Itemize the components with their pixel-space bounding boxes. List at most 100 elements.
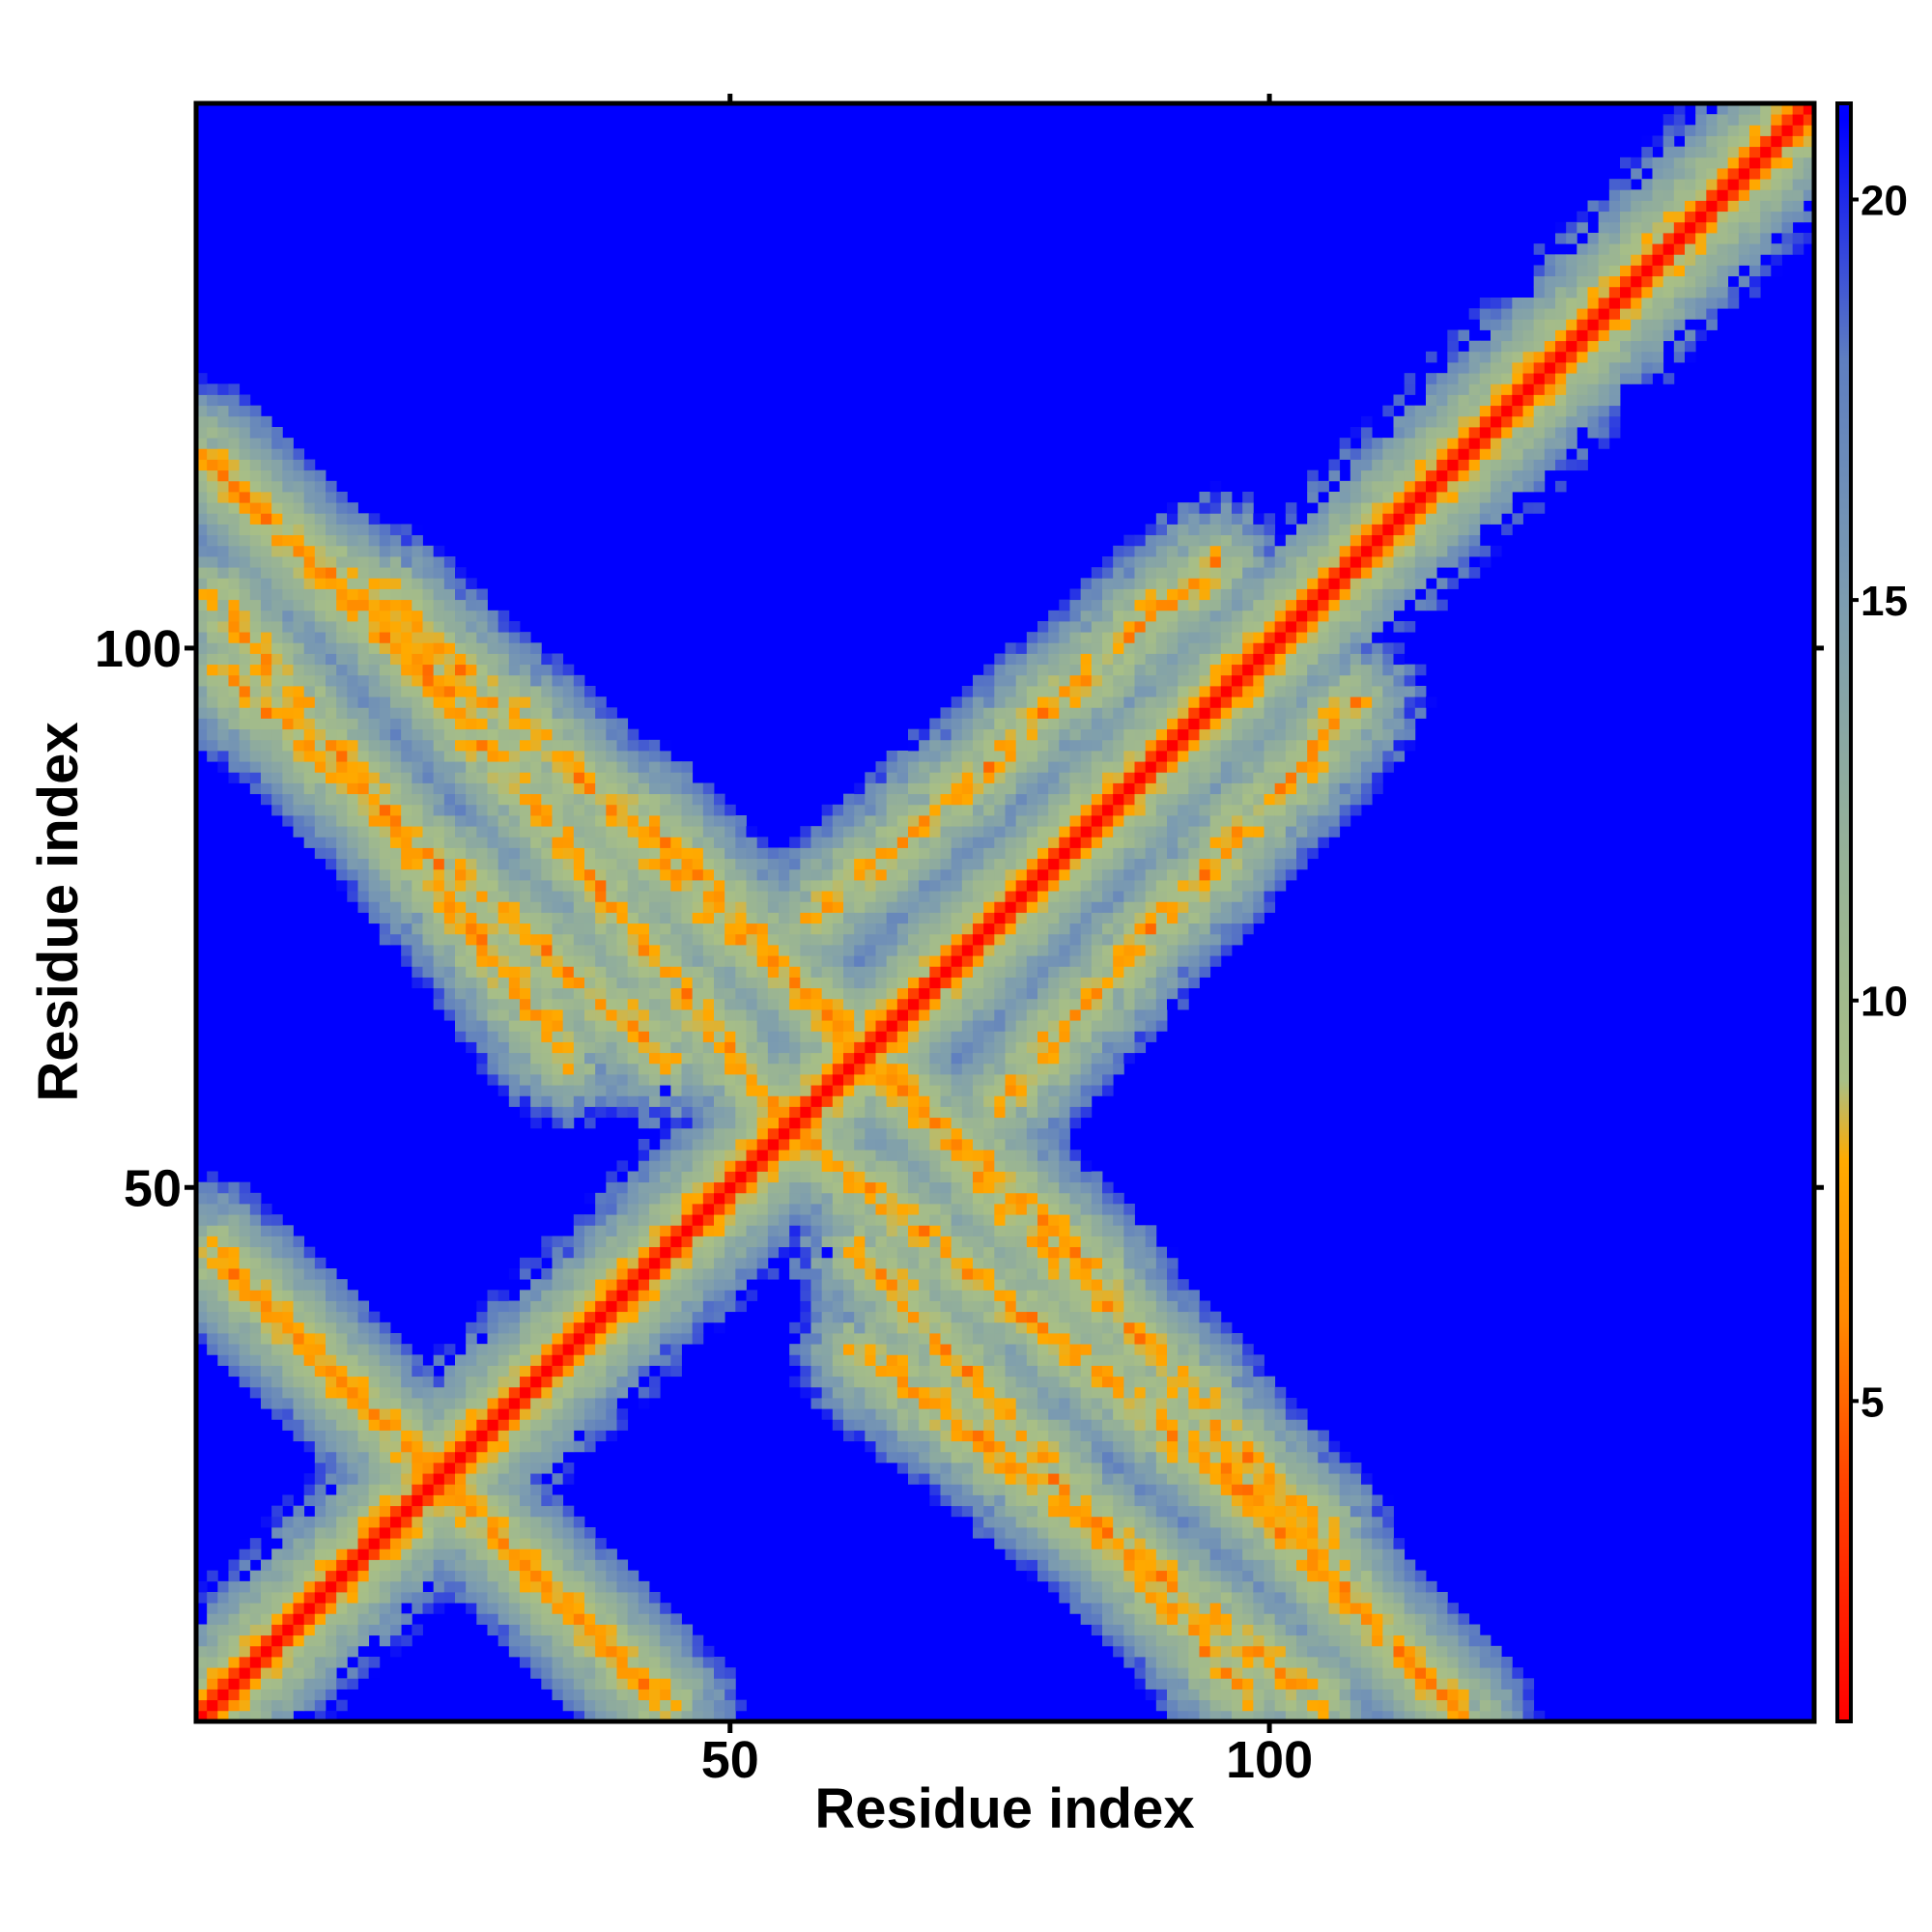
- heatmap-cell: [314, 782, 327, 795]
- heatmap-cell: [896, 1451, 909, 1463]
- heatmap-cell: [455, 793, 467, 806]
- heatmap-cell: [627, 1580, 639, 1593]
- heatmap-cell: [670, 912, 682, 924]
- heatmap-cell: [595, 1311, 607, 1323]
- heatmap-cell: [293, 492, 305, 503]
- heatmap-cell: [973, 912, 984, 924]
- heatmap-cell: [401, 1527, 412, 1539]
- heatmap-cell: [649, 761, 661, 773]
- heatmap-cell: [422, 891, 435, 902]
- heatmap-cell: [940, 1333, 952, 1345]
- heatmap-cell: [282, 751, 294, 762]
- heatmap-cell: [940, 945, 952, 956]
- heatmap-cell: [606, 1181, 617, 1194]
- heatmap-cell: [217, 1268, 229, 1280]
- heatmap-cell: [357, 1430, 370, 1442]
- heatmap-cell: [379, 837, 391, 848]
- heatmap-cell: [595, 987, 607, 1000]
- heatmap-cell: [767, 1074, 780, 1086]
- heatmap-cell: [282, 793, 294, 806]
- heatmap-cell: [261, 1580, 272, 1593]
- heatmap-cell: [357, 793, 370, 806]
- heatmap-cell: [261, 588, 272, 601]
- heatmap-cell: [293, 1699, 305, 1712]
- heatmap-cell: [228, 578, 241, 589]
- heatmap-cell: [261, 1365, 272, 1378]
- heatmap-cell: [919, 1473, 930, 1485]
- heatmap-cell: [961, 1376, 974, 1388]
- heatmap-cell: [476, 901, 488, 913]
- heatmap-cell: [207, 1204, 218, 1215]
- heatmap-cell: [293, 1311, 305, 1323]
- heatmap-cell: [681, 966, 694, 978]
- heatmap-cell: [207, 1645, 218, 1658]
- heatmap-cell: [466, 599, 477, 611]
- heatmap-cell: [660, 1095, 671, 1107]
- heatmap-cell: [973, 1106, 984, 1119]
- heatmap-cell: [368, 804, 381, 816]
- heatmap-cell: [336, 1657, 348, 1668]
- heatmap-cell: [627, 977, 639, 989]
- heatmap-cell: [390, 923, 402, 935]
- heatmap-cell: [951, 1354, 963, 1366]
- heatmap-cell: [541, 761, 553, 773]
- heatmap-cell: [314, 653, 327, 666]
- heatmap-cell: [919, 1150, 930, 1161]
- heatmap-cell: [562, 1634, 575, 1647]
- heatmap-cell: [422, 718, 435, 730]
- heatmap-cell: [746, 977, 758, 989]
- heatmap-cell: [616, 880, 629, 892]
- heatmap-cell: [714, 1041, 725, 1054]
- heatmap-cell: [767, 1225, 780, 1236]
- heatmap-cell: [497, 987, 510, 1000]
- heatmap-cell: [271, 1678, 283, 1690]
- heatmap-cell: [326, 1386, 337, 1399]
- heatmap-cell: [627, 847, 639, 860]
- heatmap-cell: [271, 804, 283, 816]
- heatmap-cell: [595, 793, 607, 806]
- heatmap-cell: [627, 826, 639, 838]
- heatmap-cell: [466, 891, 477, 902]
- heatmap-cell: [508, 901, 521, 913]
- heatmap-cell: [746, 933, 758, 946]
- heatmap-cell: [821, 923, 834, 935]
- heatmap-cell: [843, 815, 855, 827]
- heatmap-cell: [422, 632, 435, 643]
- heatmap-cell: [466, 1440, 477, 1453]
- heatmap-cell: [433, 782, 445, 795]
- heatmap-cell: [422, 815, 435, 827]
- heatmap-cell: [530, 739, 542, 752]
- heatmap-cell: [552, 858, 564, 870]
- heatmap-cell: [573, 1678, 585, 1690]
- heatmap-cell: [821, 837, 834, 848]
- heatmap-cell: [401, 1494, 412, 1507]
- heatmap-cell: [293, 1333, 305, 1345]
- heatmap-cell: [466, 1386, 477, 1399]
- heatmap-cell: [584, 1527, 596, 1539]
- heatmap-cell: [854, 1333, 866, 1345]
- heatmap-cell: [702, 1214, 715, 1226]
- heatmap-cell: [271, 1300, 283, 1313]
- heatmap-cell: [616, 1300, 629, 1313]
- heatmap-cell: [487, 987, 499, 1000]
- heatmap-cell: [476, 1419, 488, 1431]
- heatmap-cell: [702, 858, 715, 870]
- heatmap-cell: [929, 1290, 941, 1301]
- heatmap-cell: [271, 1365, 283, 1378]
- heatmap-cell: [660, 1117, 671, 1129]
- heatmap-cell: [228, 438, 241, 449]
- heatmap-cell: [314, 1603, 327, 1614]
- heatmap-cell: [390, 610, 402, 622]
- heatmap-cell: [940, 1041, 952, 1054]
- heatmap-cell: [854, 1160, 866, 1172]
- heatmap-cell: [379, 674, 391, 687]
- heatmap-cell: [239, 1624, 251, 1636]
- heatmap-cell: [217, 1634, 229, 1647]
- heatmap-cell: [368, 1570, 381, 1582]
- heatmap-cell: [681, 923, 694, 935]
- heatmap-cell: [606, 1257, 617, 1269]
- heatmap-cell: [886, 998, 898, 1010]
- heatmap-cell: [520, 945, 531, 956]
- heatmap-cell: [584, 1657, 596, 1668]
- heatmap-cell: [466, 1463, 477, 1474]
